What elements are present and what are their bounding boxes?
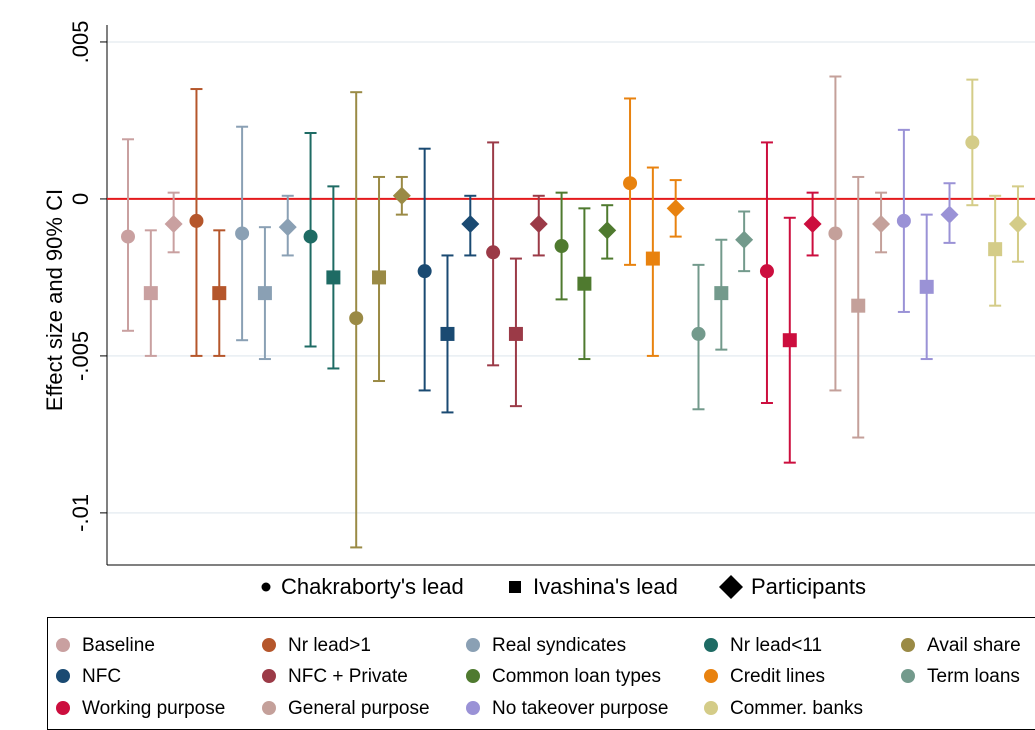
point-circle xyxy=(303,229,318,244)
legend-label: Commer. banks xyxy=(730,698,863,719)
point-circle xyxy=(349,311,364,326)
point-square xyxy=(143,286,158,301)
marker-legend-label: Ivashina's lead xyxy=(533,574,678,599)
point-square xyxy=(212,286,227,301)
point-square xyxy=(782,333,797,348)
point-square xyxy=(919,279,934,294)
point-diamond xyxy=(598,221,617,240)
legend-marker xyxy=(56,701,70,715)
legend-marker xyxy=(466,701,480,715)
legend-label: NFC + Private xyxy=(288,666,408,687)
legend-symbol xyxy=(509,581,521,593)
y-tick-label: 0 xyxy=(68,193,93,205)
point-square xyxy=(714,286,729,301)
point-circle xyxy=(189,213,204,228)
legend-label: NFC xyxy=(82,666,121,687)
legend-label: Nr lead>1 xyxy=(288,635,371,656)
y-tick-label: -.01 xyxy=(68,494,93,532)
legend-label: Real syndicates xyxy=(492,635,626,656)
point-circle xyxy=(759,264,774,279)
point-diamond xyxy=(278,218,297,237)
point-diamond xyxy=(666,199,685,218)
point-square xyxy=(372,270,387,285)
point-square xyxy=(326,270,341,285)
point-diamond xyxy=(529,215,548,234)
y-axis-label: Effect size and 90% CI xyxy=(42,189,67,411)
legend-marker xyxy=(262,669,276,683)
point-square xyxy=(508,326,523,341)
legend-marker xyxy=(704,669,718,683)
legend-label: Baseline xyxy=(82,635,155,656)
point-circle xyxy=(828,226,843,241)
legend-marker xyxy=(901,669,915,683)
point-diamond xyxy=(1008,215,1027,234)
point-circle xyxy=(554,239,569,254)
legend-marker xyxy=(56,669,70,683)
marker-legend-label: Chakraborty's lead xyxy=(281,574,464,599)
point-diamond xyxy=(392,186,411,205)
y-tick-label: .005 xyxy=(68,21,93,64)
point-diamond xyxy=(872,215,891,234)
legend-label: No takeover purpose xyxy=(492,698,668,719)
point-circle xyxy=(235,226,250,241)
point-diamond xyxy=(735,230,754,249)
legend-symbol xyxy=(261,582,271,592)
y-tick-label: -.005 xyxy=(68,331,93,381)
point-diamond xyxy=(803,215,822,234)
point-diamond xyxy=(461,215,480,234)
point-circle xyxy=(965,135,980,150)
point-square xyxy=(988,242,1003,257)
legend-marker xyxy=(901,638,915,652)
legend-label: Working purpose xyxy=(82,698,225,719)
point-circle xyxy=(121,229,135,244)
legend-marker xyxy=(466,638,480,652)
point-circle xyxy=(623,176,638,191)
legend-marker xyxy=(466,669,480,683)
legend-marker xyxy=(262,638,276,652)
legend-label: Nr lead<11 xyxy=(730,635,822,656)
legend-label: Term loans xyxy=(927,666,1020,687)
legend-marker xyxy=(56,638,70,652)
marker-legend-label: Participants xyxy=(751,574,866,599)
legend-label: General purpose xyxy=(288,698,430,719)
legend-label: Credit lines xyxy=(730,666,825,687)
point-diamond xyxy=(940,205,959,224)
point-circle xyxy=(896,213,911,228)
legend-label: Avail share xyxy=(927,635,1021,656)
point-square xyxy=(440,326,455,341)
legend-marker xyxy=(704,701,718,715)
legend-marker xyxy=(704,638,718,652)
point-square xyxy=(257,286,272,301)
point-diamond xyxy=(164,215,183,234)
point-circle xyxy=(486,245,501,260)
point-square xyxy=(851,298,866,313)
legend-symbol xyxy=(719,575,743,599)
point-circle xyxy=(691,326,706,341)
point-square xyxy=(577,276,592,291)
legend-label: Common loan types xyxy=(492,666,661,687)
point-square xyxy=(645,251,660,266)
legend-marker xyxy=(262,701,276,715)
point-circle xyxy=(417,264,432,279)
